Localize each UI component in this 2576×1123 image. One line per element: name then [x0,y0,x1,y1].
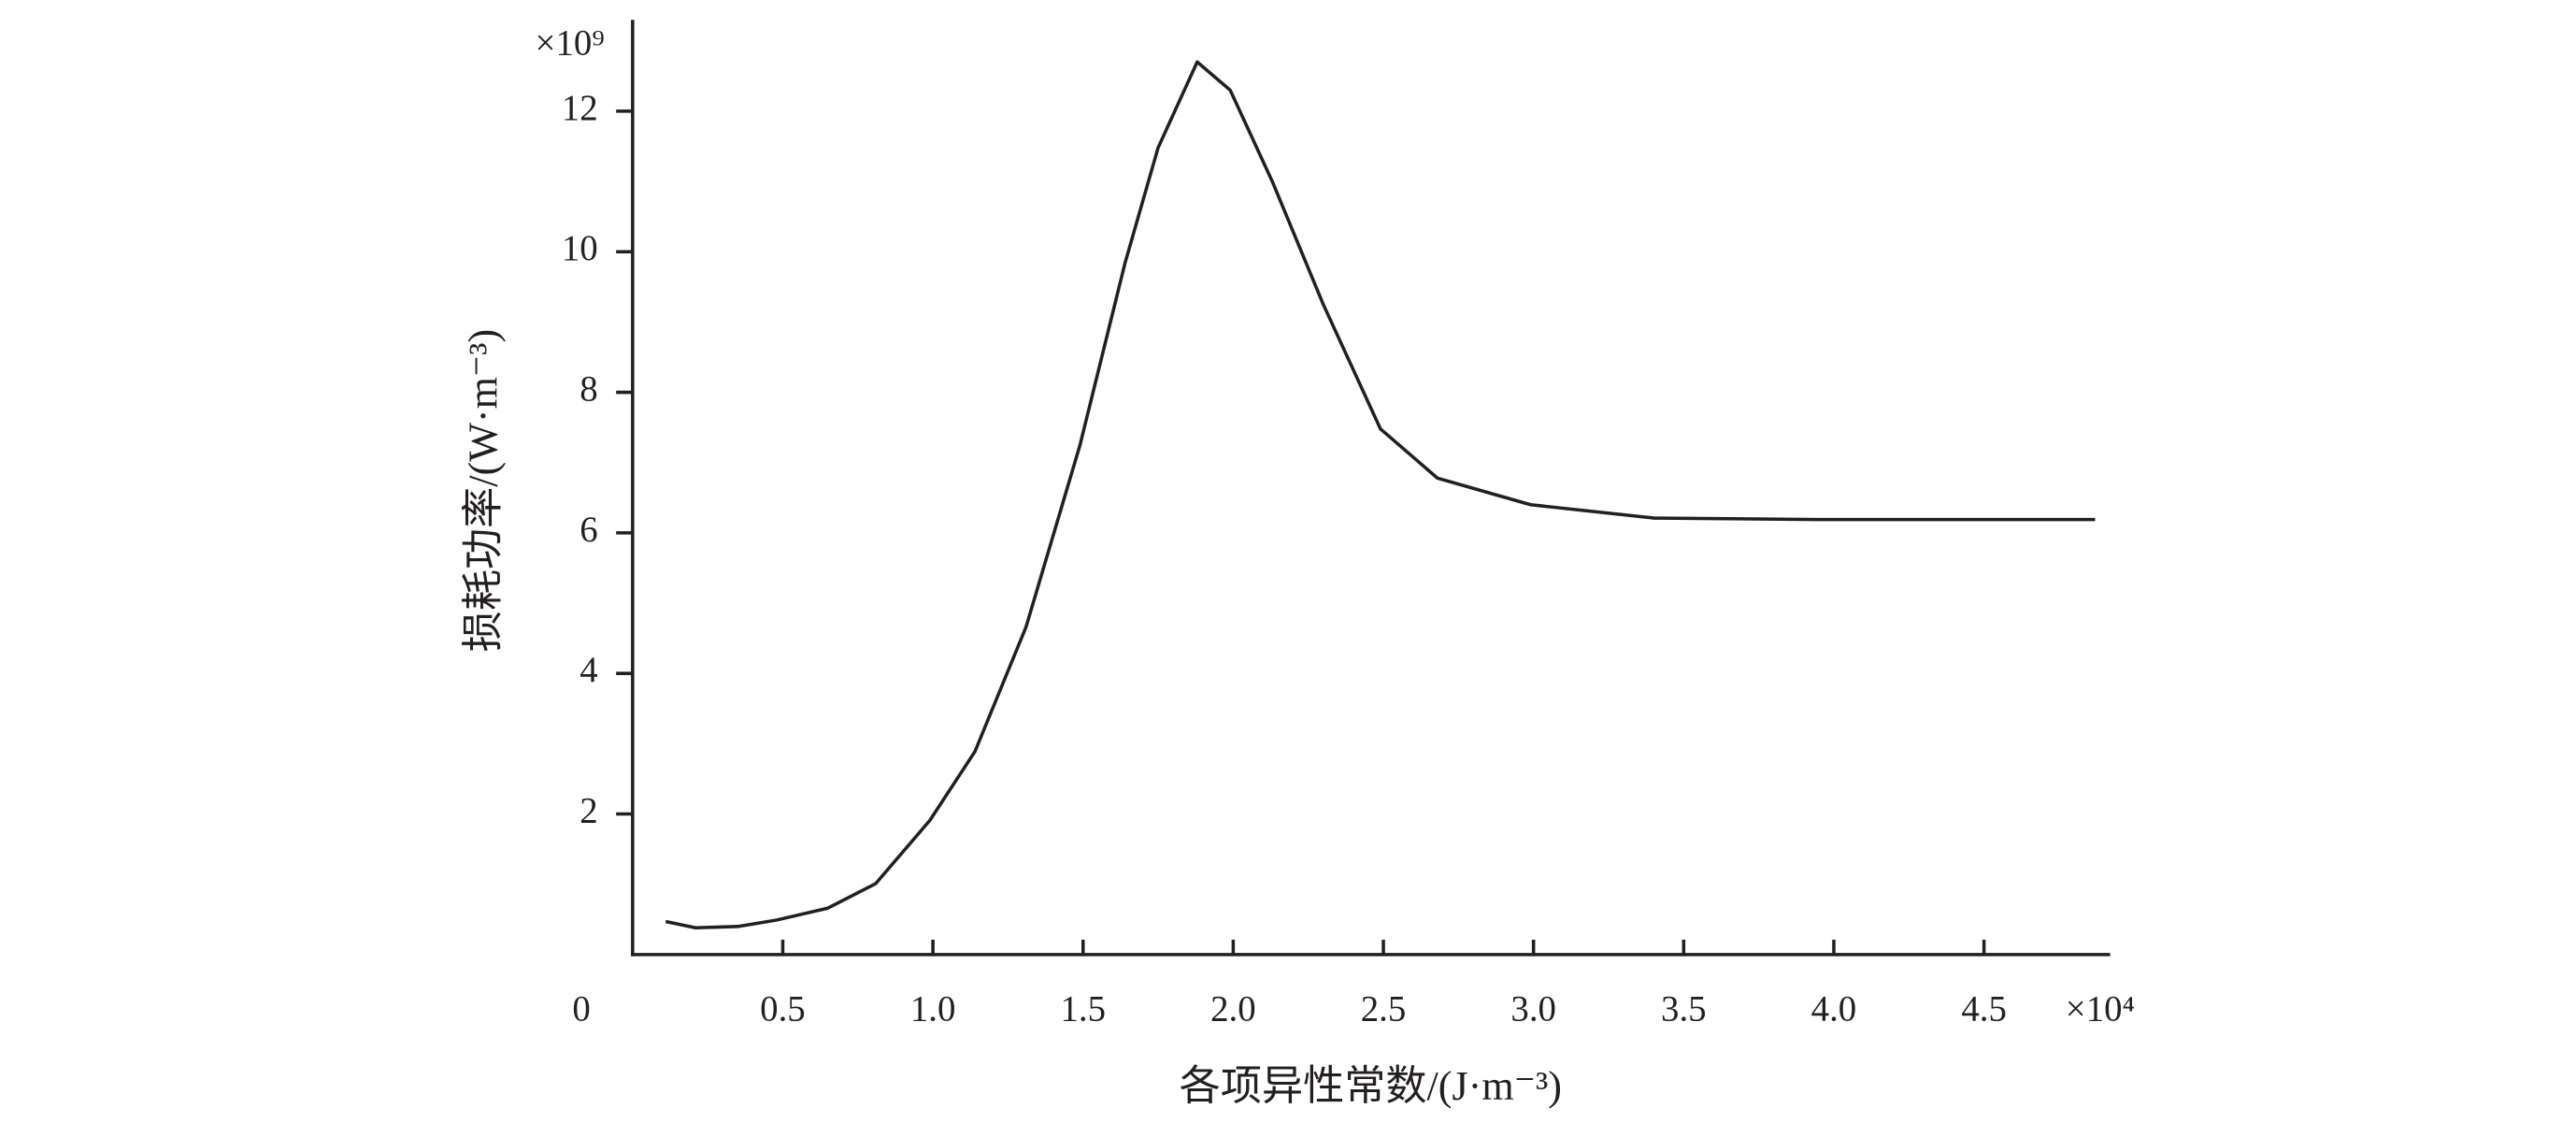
x-tick-label: 0 [572,989,590,1029]
x-tick-label: 2.5 [1361,989,1407,1029]
x-multiplier: ×10⁴ [2066,989,2135,1029]
y-axis-label: 损耗功率/(W·m⁻³) [461,329,507,652]
y-multiplier: ×10⁹ [536,22,605,63]
line-series [665,60,2096,930]
x-tick-label: 4.5 [1961,989,2007,1029]
x-tick-label: 1.0 [910,989,956,1029]
x-tick-label: 3.0 [1510,989,1556,1029]
y-tick-label: 8 [580,368,597,409]
x-tick-label: 2.0 [1210,989,1256,1029]
y-tick-label: 2 [580,790,597,830]
x-tick-label: 4.0 [1811,989,1857,1029]
y-tick-label: 6 [580,510,597,550]
x-tick-label: 0.5 [760,989,806,1029]
y-tick-label: 4 [580,650,597,690]
x-tick-label: 3.5 [1661,989,1707,1029]
x-axis-label: 各项异性常数/(J·m⁻³) [1180,1063,1562,1109]
y-tick-label: 12 [562,88,598,128]
y-tick-label: 10 [562,228,598,268]
x-tick-label: 1.5 [1060,989,1106,1029]
